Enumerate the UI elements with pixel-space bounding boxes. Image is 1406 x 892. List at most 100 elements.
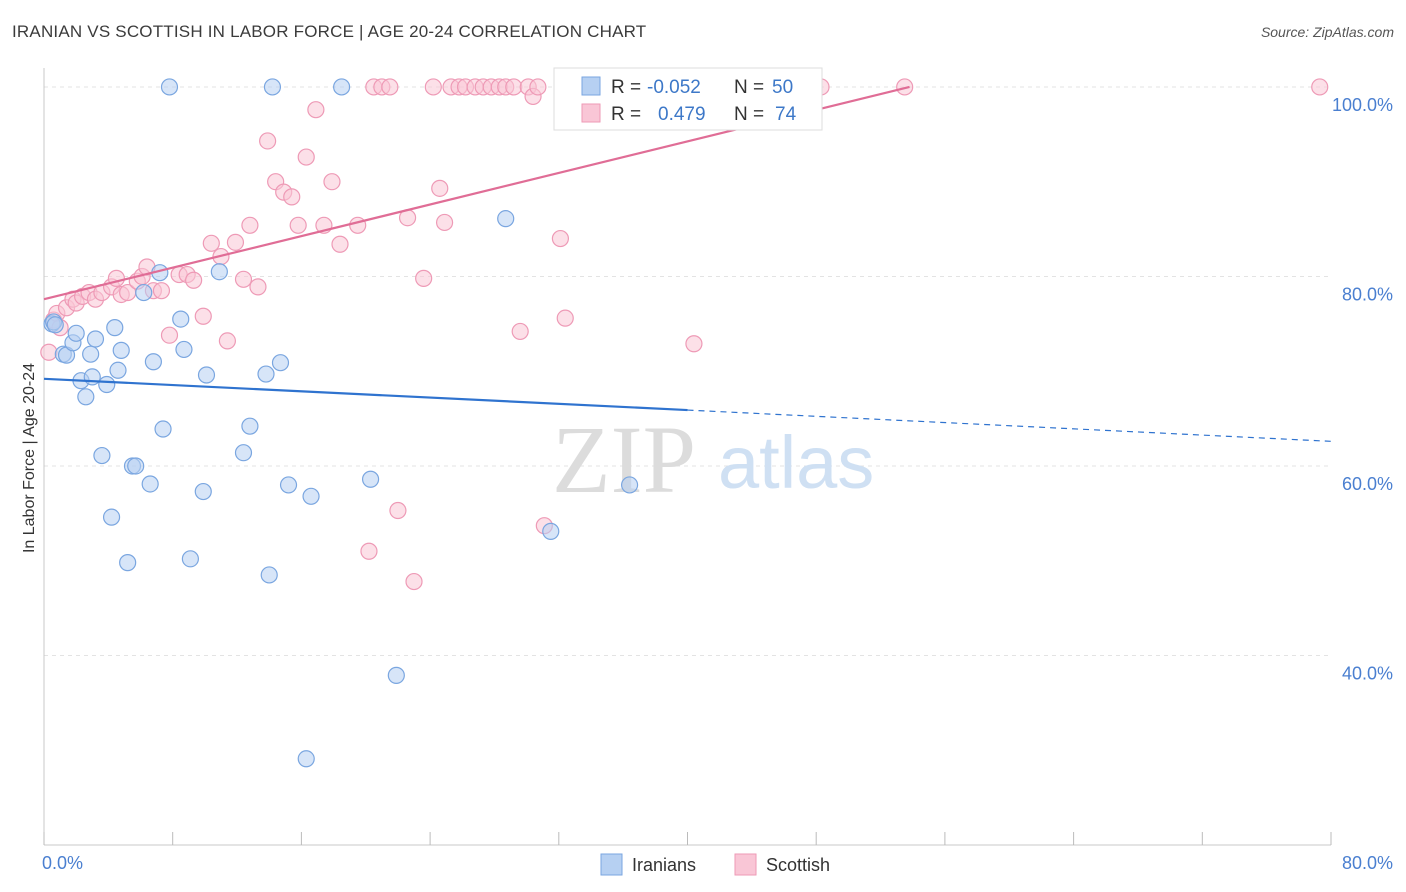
scottish-point: [297, 148, 315, 166]
iranians-point: [141, 475, 159, 493]
axes: [43, 68, 1332, 846]
scottish-point: [259, 132, 277, 150]
scottish-point: [435, 213, 454, 232]
scottish-point: [405, 572, 423, 591]
iranians-trendline-extension: [687, 409, 1332, 442]
scottish-point: [551, 229, 570, 248]
trendlines: [43, 85, 1332, 442]
iranians-point: [98, 375, 116, 394]
iranians-point: [297, 750, 315, 768]
scottish-point: [241, 216, 259, 234]
scottish-point: [349, 216, 367, 234]
stats-scottish-r-label: R =: [611, 104, 641, 125]
iranians-point: [387, 666, 405, 684]
iranians-point: [194, 482, 212, 501]
iranians-point: [210, 263, 228, 281]
x-tick-labels: 0.0% 80.0%: [42, 853, 1393, 873]
scottish-point: [234, 270, 253, 288]
stats-iranians-n-label: N =: [734, 77, 764, 98]
iranians-point: [106, 319, 124, 337]
iranians-point: [333, 78, 351, 96]
legend: Iranians Scottish: [600, 853, 830, 876]
watermark-zip: ZIP: [552, 406, 696, 513]
scottish-point: [249, 278, 267, 296]
scottish-point: [389, 501, 407, 520]
y-tick-label: 100.0%: [1332, 95, 1393, 115]
y-tick-labels: 40.0% 60.0% 80.0% 100.0%: [1332, 95, 1393, 684]
iranians-point: [67, 324, 85, 342]
stats-iranians-n-value: 50: [772, 77, 793, 98]
scottish-point: [556, 309, 574, 327]
iranians-points: [43, 78, 639, 768]
iranians-point: [102, 508, 121, 526]
iranians-point: [172, 310, 190, 328]
chart-title: IRANIAN VS SCOTTISH IN LABOR FORCE | AGE…: [12, 22, 647, 41]
scottish-point: [152, 282, 171, 300]
iranians-point: [241, 417, 259, 435]
y-tick-label: 80.0%: [1342, 284, 1393, 304]
x-axis-ticks: [43, 832, 1332, 845]
iranians-point: [620, 476, 639, 494]
iranians-point: [497, 210, 515, 228]
stats-iranians-swatch: [581, 76, 601, 96]
x-tick-label: 0.0%: [42, 853, 83, 873]
stats-scottish-n-label: N =: [734, 104, 764, 125]
iranians-point: [46, 316, 64, 334]
gridlines: [44, 86, 1331, 656]
scottish-point: [185, 271, 203, 289]
iranians-point: [175, 340, 193, 359]
stats-iranians-r-value: -0.052: [647, 77, 701, 98]
iranians-point: [542, 522, 560, 540]
stats-box: R = -0.052 N = 50 R = 0.479 N = 74: [553, 67, 823, 131]
iranians-trendline: [43, 377, 688, 412]
iranians-point: [109, 361, 127, 379]
iranians-point: [302, 487, 320, 505]
iranians-point: [135, 283, 153, 302]
iranians-point: [112, 341, 130, 359]
scottish-point: [40, 343, 58, 361]
scottish-point: [202, 234, 220, 252]
iranians-point: [119, 554, 137, 572]
y-axis-label: In Labor Force | Age 20-24: [21, 363, 38, 553]
stats-scottish-swatch: [581, 103, 601, 123]
scottish-point: [307, 101, 325, 119]
scottish-point: [424, 78, 442, 96]
iranians-point: [181, 550, 199, 568]
iranians-point: [77, 388, 95, 406]
iranians-point: [234, 444, 253, 462]
scottish-point: [896, 78, 914, 96]
iranians-point: [271, 354, 290, 372]
iranians-point: [257, 365, 275, 383]
iranians-point: [86, 330, 105, 348]
legend-scottish-swatch: [734, 853, 757, 876]
scottish-point: [415, 269, 433, 287]
y-tick-label: 40.0%: [1342, 663, 1393, 683]
scottish-point: [1311, 78, 1329, 96]
x-tick-label: 80.0%: [1342, 853, 1393, 873]
stats-scottish-r-value: 0.479: [658, 104, 706, 125]
iranians-point: [263, 78, 282, 96]
scottish-point: [331, 235, 349, 253]
source-label: Source: ZipAtlas.com: [1260, 24, 1394, 40]
scottish-point: [511, 322, 529, 341]
scottish-point: [289, 216, 307, 234]
iranians-point: [279, 476, 298, 494]
scottish-point: [505, 78, 523, 96]
stats-scottish-n-value: 74: [775, 104, 797, 125]
legend-scottish-label: Scottish: [766, 855, 830, 875]
stats-iranians-r-label: R =: [611, 77, 641, 98]
iranians-point: [260, 566, 278, 584]
scottish-point: [360, 542, 378, 560]
scottish-point: [107, 269, 125, 287]
scottish-point: [431, 179, 449, 197]
scottish-point: [226, 233, 245, 251]
iranians-point: [197, 366, 216, 384]
scottish-point: [323, 173, 341, 191]
scottish-point: [283, 188, 301, 206]
iranians-point: [93, 446, 111, 465]
legend-iranians-swatch: [600, 853, 623, 876]
iranians-point: [154, 420, 172, 438]
iranians-point: [127, 457, 145, 475]
iranians-point: [82, 345, 100, 363]
